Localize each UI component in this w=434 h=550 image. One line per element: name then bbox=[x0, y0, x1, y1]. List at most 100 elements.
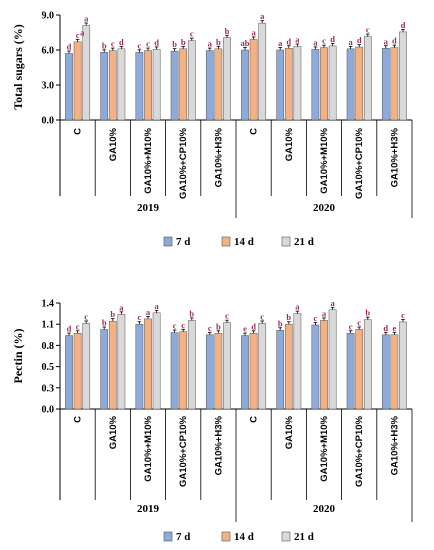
chart-2: Pectin (%)0.00.30.50.81.11.4d ccCbbaGA10%… bbox=[11, 298, 413, 543]
bar bbox=[65, 335, 73, 410]
significance-letter: a bbox=[295, 35, 300, 45]
bar bbox=[249, 333, 258, 410]
category-label: GA10%+M10% bbox=[319, 127, 330, 193]
significance-letter: a bbox=[278, 38, 283, 48]
bar bbox=[399, 31, 407, 121]
significance-letter: c bbox=[181, 320, 185, 330]
y-axis-label: Pectin (%) bbox=[11, 329, 25, 384]
bar bbox=[346, 48, 355, 121]
category-label: GA10% bbox=[108, 127, 119, 161]
significance-letter: a bbox=[80, 28, 85, 38]
significance-letter: c bbox=[314, 313, 318, 323]
significance-letter: a bbox=[384, 36, 389, 46]
significance-letter: d bbox=[154, 37, 159, 47]
significance-letter: d bbox=[383, 323, 388, 333]
bar bbox=[100, 52, 109, 121]
bar bbox=[241, 49, 249, 121]
significance-letter: a bbox=[119, 302, 124, 312]
bar bbox=[179, 331, 188, 410]
significance-letter: d bbox=[330, 34, 335, 44]
bar bbox=[320, 47, 328, 121]
y-tick-label: 3.0 bbox=[42, 81, 55, 92]
significance-letter: c bbox=[138, 312, 142, 322]
significance-letter: d bbox=[67, 324, 72, 334]
significance-letter: c bbox=[357, 318, 361, 328]
bar bbox=[276, 330, 285, 410]
significance-letter: b bbox=[102, 40, 107, 50]
category-label: C bbox=[249, 128, 260, 135]
significance-letter: b bbox=[110, 309, 115, 319]
legend-swatch bbox=[281, 236, 291, 247]
legend-label: 21 d bbox=[294, 236, 314, 248]
bar bbox=[363, 319, 372, 410]
significance-letter: d bbox=[119, 37, 124, 47]
bar bbox=[328, 309, 337, 410]
significance-letter: b bbox=[278, 318, 283, 328]
significance-letter: e bbox=[243, 324, 247, 334]
y-tick-label: 9.0 bbox=[42, 11, 55, 22]
significance-letter: ab bbox=[241, 38, 250, 48]
y-axis-label: Total sugars (%) bbox=[11, 24, 25, 110]
bar bbox=[170, 50, 179, 121]
legend: 7 d 14 d 21 d bbox=[163, 531, 314, 543]
bar bbox=[284, 48, 293, 121]
legend-label: 7 d bbox=[176, 236, 190, 248]
significance-letter: c bbox=[76, 30, 80, 40]
significance-letter: b bbox=[181, 37, 186, 47]
y-tick-label: 6.0 bbox=[42, 46, 55, 57]
significance-letter: b bbox=[102, 318, 107, 328]
category-label: GA10%+M10% bbox=[319, 415, 330, 481]
bar bbox=[205, 50, 214, 121]
significance-letter: b bbox=[365, 308, 370, 318]
significance-letter: d bbox=[401, 20, 406, 30]
bar bbox=[241, 335, 249, 410]
bar bbox=[399, 321, 407, 410]
legend-label: 7 d bbox=[176, 531, 190, 543]
category-label: C bbox=[73, 416, 84, 423]
bar bbox=[311, 49, 320, 121]
year-label: 2020 bbox=[313, 202, 336, 214]
bar bbox=[144, 50, 152, 121]
legend-swatch bbox=[221, 531, 231, 542]
bar bbox=[187, 40, 196, 121]
significance-letter: b bbox=[286, 312, 291, 322]
bar bbox=[390, 47, 399, 121]
significance-letter: c bbox=[208, 323, 212, 333]
bar bbox=[223, 322, 231, 410]
bar bbox=[311, 324, 320, 410]
legend-swatch bbox=[163, 236, 173, 247]
significance-letter: a bbox=[208, 39, 213, 49]
legend-label: 14 d bbox=[234, 531, 254, 543]
year-label: 2019 bbox=[137, 503, 160, 515]
bar bbox=[117, 48, 126, 121]
significance-letter: d bbox=[251, 321, 256, 331]
significance-letter: e bbox=[393, 323, 397, 333]
significance-letter: c bbox=[76, 321, 80, 331]
category-label: GA10% bbox=[284, 127, 295, 161]
bar bbox=[355, 329, 364, 410]
category-label: GA10% bbox=[284, 415, 295, 449]
category-label: GA10%+H3% bbox=[389, 127, 400, 187]
significance-letter: a bbox=[330, 298, 335, 308]
significance-letter: d bbox=[67, 42, 72, 52]
bar bbox=[144, 318, 152, 410]
bar bbox=[108, 320, 117, 410]
category-label: GA10%+H3% bbox=[213, 127, 224, 187]
bar bbox=[328, 45, 337, 121]
significance-letter: c bbox=[322, 36, 326, 46]
bar bbox=[249, 39, 258, 121]
bar bbox=[100, 329, 109, 410]
significance-letter: b bbox=[216, 37, 221, 47]
category-label: GA10%+CP10% bbox=[178, 127, 189, 199]
legend-swatch bbox=[281, 531, 291, 542]
significance-letter: c bbox=[84, 311, 88, 321]
bar bbox=[214, 48, 223, 121]
bar bbox=[258, 22, 267, 121]
significance-letter: c bbox=[111, 39, 115, 49]
category-label: GA10%+CP10% bbox=[354, 415, 365, 487]
bar bbox=[152, 312, 161, 410]
y-tick-label: 1.4 bbox=[42, 299, 55, 310]
significance-letter: c bbox=[401, 310, 405, 320]
